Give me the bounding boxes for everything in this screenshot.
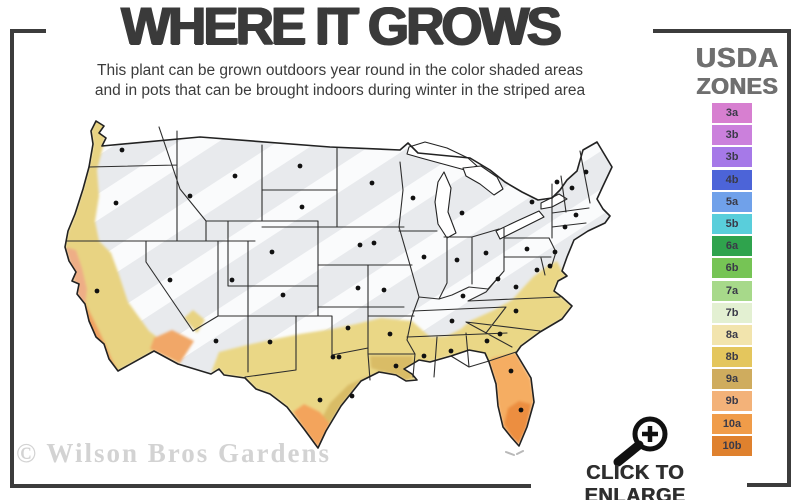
state-dot	[187, 193, 193, 199]
zone-chip-9a-12: 9a	[712, 369, 752, 390]
florida-keys	[505, 450, 524, 456]
state-dot	[94, 288, 100, 294]
state-dot	[269, 249, 275, 255]
page-title: WHERE IT GROWS	[121, 0, 562, 56]
state-dot	[552, 249, 558, 255]
state-dot	[369, 180, 375, 186]
state-dot	[387, 331, 393, 337]
zone-chip-3a-0: 3a	[712, 103, 752, 123]
legend-title-zones: ZONES	[696, 73, 779, 99]
state-dot	[299, 204, 305, 210]
zone-chip-10b-15: 10b	[712, 435, 752, 456]
state-dot	[569, 185, 575, 191]
zone-chip-4b-3: 4b	[712, 169, 752, 190]
state-dot	[508, 368, 514, 374]
frame-bottom-border	[10, 484, 531, 488]
state-dot	[497, 331, 503, 337]
zone-chip-3b-2: 3b	[712, 147, 752, 168]
frame-left-border	[10, 29, 14, 488]
magnifier-zoom-icon[interactable]	[612, 412, 684, 468]
watermark: © Wilson Bros Gardens	[16, 438, 331, 468]
state-dot	[449, 318, 455, 324]
state-dot	[454, 257, 460, 263]
state-dot	[267, 339, 273, 345]
state-dot	[529, 199, 535, 205]
subtitle: This plant can be grown outdoors year ro…	[50, 61, 630, 101]
state-dot	[330, 354, 336, 360]
state-dot	[371, 240, 377, 246]
state-dot	[229, 277, 235, 283]
state-dot	[583, 169, 589, 175]
arizona-orange-region	[150, 330, 194, 363]
state-dot	[297, 163, 303, 169]
state-dot	[113, 200, 119, 206]
state-dot	[460, 293, 466, 299]
zone-chip-3b-1: 3b	[712, 125, 752, 146]
state-dot	[393, 363, 399, 369]
state-dot	[345, 325, 351, 331]
state-dot	[534, 267, 540, 273]
state-dot	[513, 284, 519, 290]
state-dot	[518, 407, 524, 413]
state-dot	[483, 250, 489, 256]
frame-bottom-right-border	[747, 483, 791, 487]
zone-chip-5a-4: 5a	[712, 191, 752, 212]
state-dot	[547, 263, 553, 269]
texas-tip-orange-region	[293, 404, 330, 448]
state-dot	[357, 242, 363, 248]
state-dot	[448, 348, 454, 354]
state-dot	[459, 210, 465, 216]
state-dot	[421, 353, 427, 359]
legend-title-usda: USDA	[695, 42, 780, 73]
lake-huron	[462, 165, 504, 196]
lake-erie	[495, 210, 545, 240]
zone-chip-9b-13: 9b	[712, 391, 752, 412]
state-dot	[554, 179, 560, 185]
state-dots	[94, 147, 589, 413]
us-outline	[64, 120, 613, 449]
zone-chip-8a-10: 8a	[712, 324, 752, 345]
zone-chip-8b-11: 8b	[712, 347, 752, 368]
state-dot	[410, 195, 416, 201]
state-dot	[232, 173, 238, 179]
subtitle-line-1: This plant can be grown outdoors year ro…	[97, 62, 583, 79]
norcal-salmon-region	[66, 247, 87, 308]
state-dot	[573, 212, 579, 218]
frame-top-right-border	[653, 29, 791, 33]
west-coast-yellow-region	[65, 121, 180, 371]
zone-chip-7a-8: 7a	[712, 280, 752, 301]
state-dot	[562, 224, 568, 230]
state-dot	[484, 338, 490, 344]
south-florida-deep-orange-region	[504, 401, 531, 445]
state-dot	[119, 147, 125, 153]
click-to-enlarge-button[interactable]: CLICK TO ENLARGE	[584, 462, 686, 500]
striped-overwinter-area	[65, 121, 612, 448]
usda-zone-legend: 3a 3b 3b 4b 5a 5b 6a 6b 7a 7b 8a 8b 9a 9b 10a 10b	[712, 103, 752, 458]
state-dot	[524, 246, 530, 252]
zone-chip-5b-5: 5b	[712, 213, 752, 234]
subtitle-line-2: and in pots that can be brought indoors …	[94, 82, 586, 99]
state-dot	[421, 254, 427, 260]
state-dot	[317, 397, 323, 403]
zone-chip-7b-9: 7b	[712, 302, 752, 323]
state-dot	[336, 354, 342, 360]
legend-title: USDA ZONES	[665, 44, 800, 98]
state-dot	[213, 338, 219, 344]
state-dot	[495, 276, 501, 282]
state-dot	[167, 277, 173, 283]
state-dot	[381, 287, 387, 293]
state-dot	[513, 308, 519, 314]
lake-ontario	[540, 193, 568, 210]
louisiana-gold-region	[370, 356, 413, 380]
frame-right-border	[787, 29, 791, 487]
state-dot	[280, 292, 286, 298]
zone-chip-10a-14: 10a	[712, 413, 752, 434]
frame-top-left-border	[10, 29, 46, 33]
zone-chip-6a-6: 6a	[712, 236, 752, 257]
state-dot	[349, 393, 355, 399]
zone-chip-6b-7: 6b	[712, 258, 752, 279]
state-dot	[355, 285, 361, 291]
